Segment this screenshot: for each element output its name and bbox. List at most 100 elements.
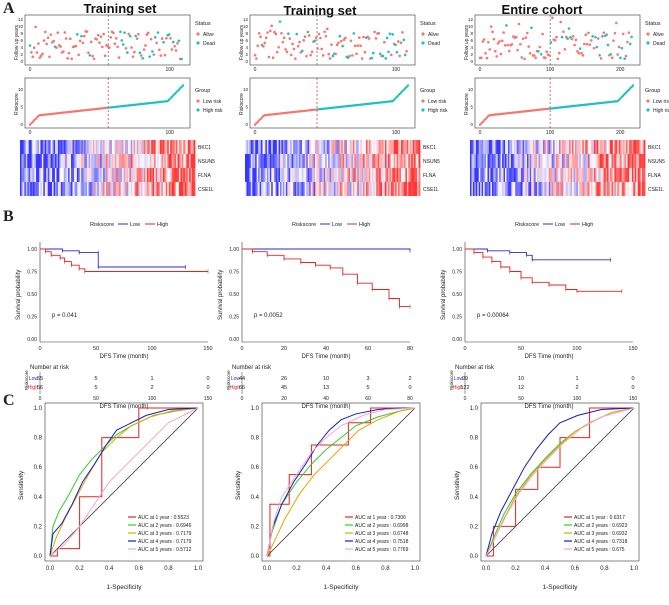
heatmap-cell [40, 182, 43, 196]
heatmap-cell [548, 182, 551, 196]
heatmap-cell [604, 168, 607, 182]
followup-point [514, 35, 518, 39]
followup-point [595, 45, 599, 49]
heatmap-cell [90, 182, 92, 196]
heatmap-cell [370, 168, 373, 182]
heatmap-cell [75, 182, 78, 196]
heatmap-cell [371, 140, 374, 154]
heatmap-cell [583, 154, 586, 168]
heatmap-cell [415, 140, 418, 154]
followup-point [176, 42, 179, 45]
heatmap-cell [588, 168, 590, 182]
heatmap-cell [595, 168, 598, 182]
heatmap-cell [575, 140, 577, 154]
heatmap-cell [161, 182, 164, 196]
followup-point [173, 44, 176, 48]
roc-ytick-label: 0.4 [251, 495, 260, 501]
heatmap-cell [499, 154, 502, 168]
heatmap-cell [417, 182, 419, 196]
followup-point [49, 33, 53, 36]
heatmap-cell [155, 154, 158, 168]
heatmap-cell [277, 182, 279, 196]
heatmap-cell [81, 168, 84, 182]
heatmap-cell [525, 168, 528, 182]
heatmap-cell [65, 182, 68, 196]
heatmap-cell [322, 154, 325, 168]
roc-xtick-label: 1.0 [630, 566, 639, 572]
followup-point [560, 35, 564, 39]
heatmap-cell [158, 140, 161, 154]
alive-legend-marker [646, 32, 650, 36]
followup-point [39, 54, 43, 57]
heatmap-cell [575, 168, 577, 182]
heatmap-cell [336, 168, 339, 182]
followup-point [281, 40, 285, 44]
heatmap-cell [604, 140, 607, 154]
heatmap-cell [60, 168, 63, 182]
heatmap-cell [265, 182, 268, 196]
heatmap-cell [28, 140, 31, 154]
heatmap-cell [593, 154, 596, 168]
heatmap-cell [567, 182, 570, 196]
heatmap-cell [471, 168, 474, 182]
heatmap-cell [288, 168, 291, 182]
heatmap-cell [516, 140, 519, 154]
followup-point [180, 57, 183, 61]
heatmap-cell [192, 168, 194, 182]
heatmap-gene-label-nsun5: NSUN5 [648, 159, 665, 165]
followup-plot-frame [24, 14, 191, 66]
heatmap-cell [164, 154, 167, 168]
heatmap-cell [101, 168, 104, 182]
roc-xtick-label: 0.6 [135, 566, 144, 572]
heatmap-cell [57, 154, 60, 168]
heatmap-cell [480, 154, 483, 168]
heatmap-cell [579, 182, 582, 196]
heatmap-cell [624, 168, 627, 182]
heatmap-cell [50, 140, 53, 154]
heatmap-cell [265, 140, 268, 154]
heatmap-cell [326, 140, 329, 154]
heatmap-cell [38, 182, 41, 196]
heatmap-cell [515, 140, 518, 154]
followup-point [70, 57, 74, 61]
followup-point [128, 34, 132, 38]
followup-point [507, 49, 511, 53]
heatmap-cell [319, 182, 322, 196]
heatmap-cell [259, 140, 262, 154]
heatmap-cell [634, 140, 637, 154]
heatmap-cell [164, 140, 167, 154]
followup-point [114, 37, 118, 40]
heatmap-cell [338, 140, 341, 154]
followup-point [271, 56, 275, 60]
followup-point [499, 52, 503, 56]
km-ytick-label: 1.00 [27, 247, 37, 253]
heatmap-cell [582, 168, 585, 182]
riskscore-ytick-label: 5 [470, 105, 473, 110]
heatmap-cell [614, 154, 617, 168]
heatmap-cell [497, 168, 500, 182]
heatmap-cell [274, 154, 277, 168]
heatmap-cell [145, 182, 148, 196]
heatmap-cell [512, 182, 515, 196]
heatmap-cell [506, 182, 509, 196]
followup-point [559, 20, 562, 24]
followup-point [548, 54, 551, 57]
followup-point [487, 40, 490, 44]
followup-point [594, 35, 597, 39]
heatmap-cell [585, 182, 588, 196]
heatmap-cell [290, 182, 293, 196]
heatmap-cell [138, 140, 140, 154]
heatmap-cell [556, 182, 558, 196]
heatmap-cell [146, 168, 149, 182]
heatmap-cell [307, 154, 310, 168]
roc-legend-label: AUC at 1 year : 0.5523 [138, 515, 189, 521]
heatmap-cell [317, 182, 320, 196]
riskscore-ytick-label: 10 [243, 87, 249, 92]
heatmap-cell [475, 182, 478, 196]
heatmap-cell [132, 182, 135, 196]
low-risk-legend-label: Low risk [203, 99, 222, 105]
heatmap-cell [637, 182, 640, 196]
heatmap-cell [352, 154, 355, 168]
heatmap-cell [475, 154, 478, 168]
followup-point [275, 50, 279, 54]
